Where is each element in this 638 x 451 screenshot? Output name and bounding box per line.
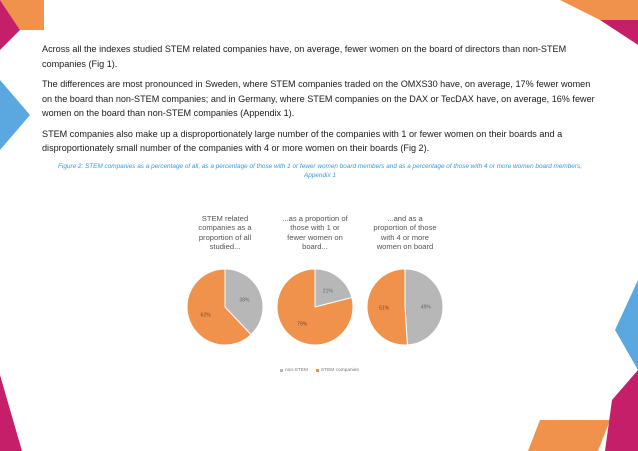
pie-slice-non-stem bbox=[314, 268, 353, 308]
left-blue-shape bbox=[0, 80, 30, 150]
top-left-orange-shape bbox=[0, 0, 44, 30]
pie-svg-1-or-fewer: 21% 79% bbox=[276, 268, 354, 346]
bottom-right-pink-shape bbox=[605, 370, 638, 451]
pie-slice-stem-companies bbox=[366, 268, 408, 346]
pie-slice-non-stem bbox=[224, 268, 264, 336]
pie-title-line: women on board bbox=[376, 242, 434, 252]
pie-chart-1-or-fewer: ...as a proportion of those with 1 or fe… bbox=[265, 206, 365, 357]
pie-slice-stem-companies bbox=[276, 268, 354, 346]
pie-title-line: fewer women on bbox=[287, 232, 343, 242]
legend-item-stem: STEM companies bbox=[315, 368, 359, 373]
pie-slice-label: 79% bbox=[297, 322, 308, 328]
pie-title-line: proportion of those bbox=[373, 223, 437, 233]
legend-item-non-stem: non-STEM bbox=[280, 368, 308, 373]
top-right-pink-shape bbox=[600, 20, 638, 45]
pie-slice-label: 38% bbox=[239, 297, 250, 303]
legend-label: non-STEM bbox=[285, 368, 308, 373]
paragraph-2: The differences are most pronounced in S… bbox=[42, 79, 595, 118]
pie-title-line: companies as a bbox=[198, 223, 252, 233]
pie-title-line: proportion of all bbox=[198, 232, 252, 242]
pie-svg-4-or-more: 49% 51% bbox=[366, 268, 444, 346]
pie-title-line: ...and as a bbox=[387, 213, 423, 223]
pie-title-line: with 4 or more bbox=[380, 232, 430, 242]
right-blue-shape bbox=[615, 280, 638, 370]
chart-legend: non-STEM STEM companies bbox=[280, 368, 359, 373]
pie-slice-stem-companies bbox=[186, 268, 252, 346]
pie-title-4-or-more: ...and as a proportion of those with 4 o… bbox=[355, 206, 455, 252]
pie-title-line: ...as a proportion of bbox=[282, 213, 348, 223]
pie-slice-label: 21% bbox=[323, 288, 334, 294]
pie-charts-figure: STEM related companies as a proportion o… bbox=[150, 196, 480, 386]
legend-swatch bbox=[315, 369, 319, 372]
top-left-pink-shape bbox=[0, 0, 20, 50]
legend-swatch bbox=[280, 369, 283, 372]
bottom-left-pink-shape bbox=[0, 375, 22, 451]
top-right-orange-shape bbox=[560, 0, 638, 20]
pie-slice-non-stem bbox=[404, 268, 444, 346]
pie-chart-4-or-more: ...and as a proportion of those with 4 o… bbox=[355, 206, 455, 357]
legend-label: STEM companies bbox=[320, 368, 359, 373]
pie-title-line: board... bbox=[302, 242, 328, 252]
pie-title-line: those with 1 or bbox=[290, 223, 340, 233]
pie-chart-all: STEM related companies as a proportion o… bbox=[175, 206, 275, 357]
pie-slice-label: 62% bbox=[201, 313, 212, 319]
pie-title-line: STEM related bbox=[201, 213, 249, 223]
pie-slice-label: 49% bbox=[421, 304, 432, 310]
paragraph-3: STEM companies also make up a disproport… bbox=[42, 128, 563, 154]
paragraph-1: Across all the indexes studied STEM rela… bbox=[42, 44, 567, 69]
figure-caption: Figure 2: STEM companies as a percentage… bbox=[58, 162, 582, 179]
document-body: Across all the indexes studied STEM rela… bbox=[42, 42, 598, 180]
pie-svg-all: 38% 62% bbox=[186, 268, 264, 346]
pie-title-line: studied... bbox=[209, 242, 241, 252]
bottom-right-orange-shape bbox=[528, 420, 610, 451]
pie-title-1-or-fewer: ...as a proportion of those with 1 or fe… bbox=[265, 206, 365, 252]
pie-slice-label: 51% bbox=[379, 306, 390, 312]
pie-title-all: STEM related companies as a proportion o… bbox=[175, 206, 275, 252]
